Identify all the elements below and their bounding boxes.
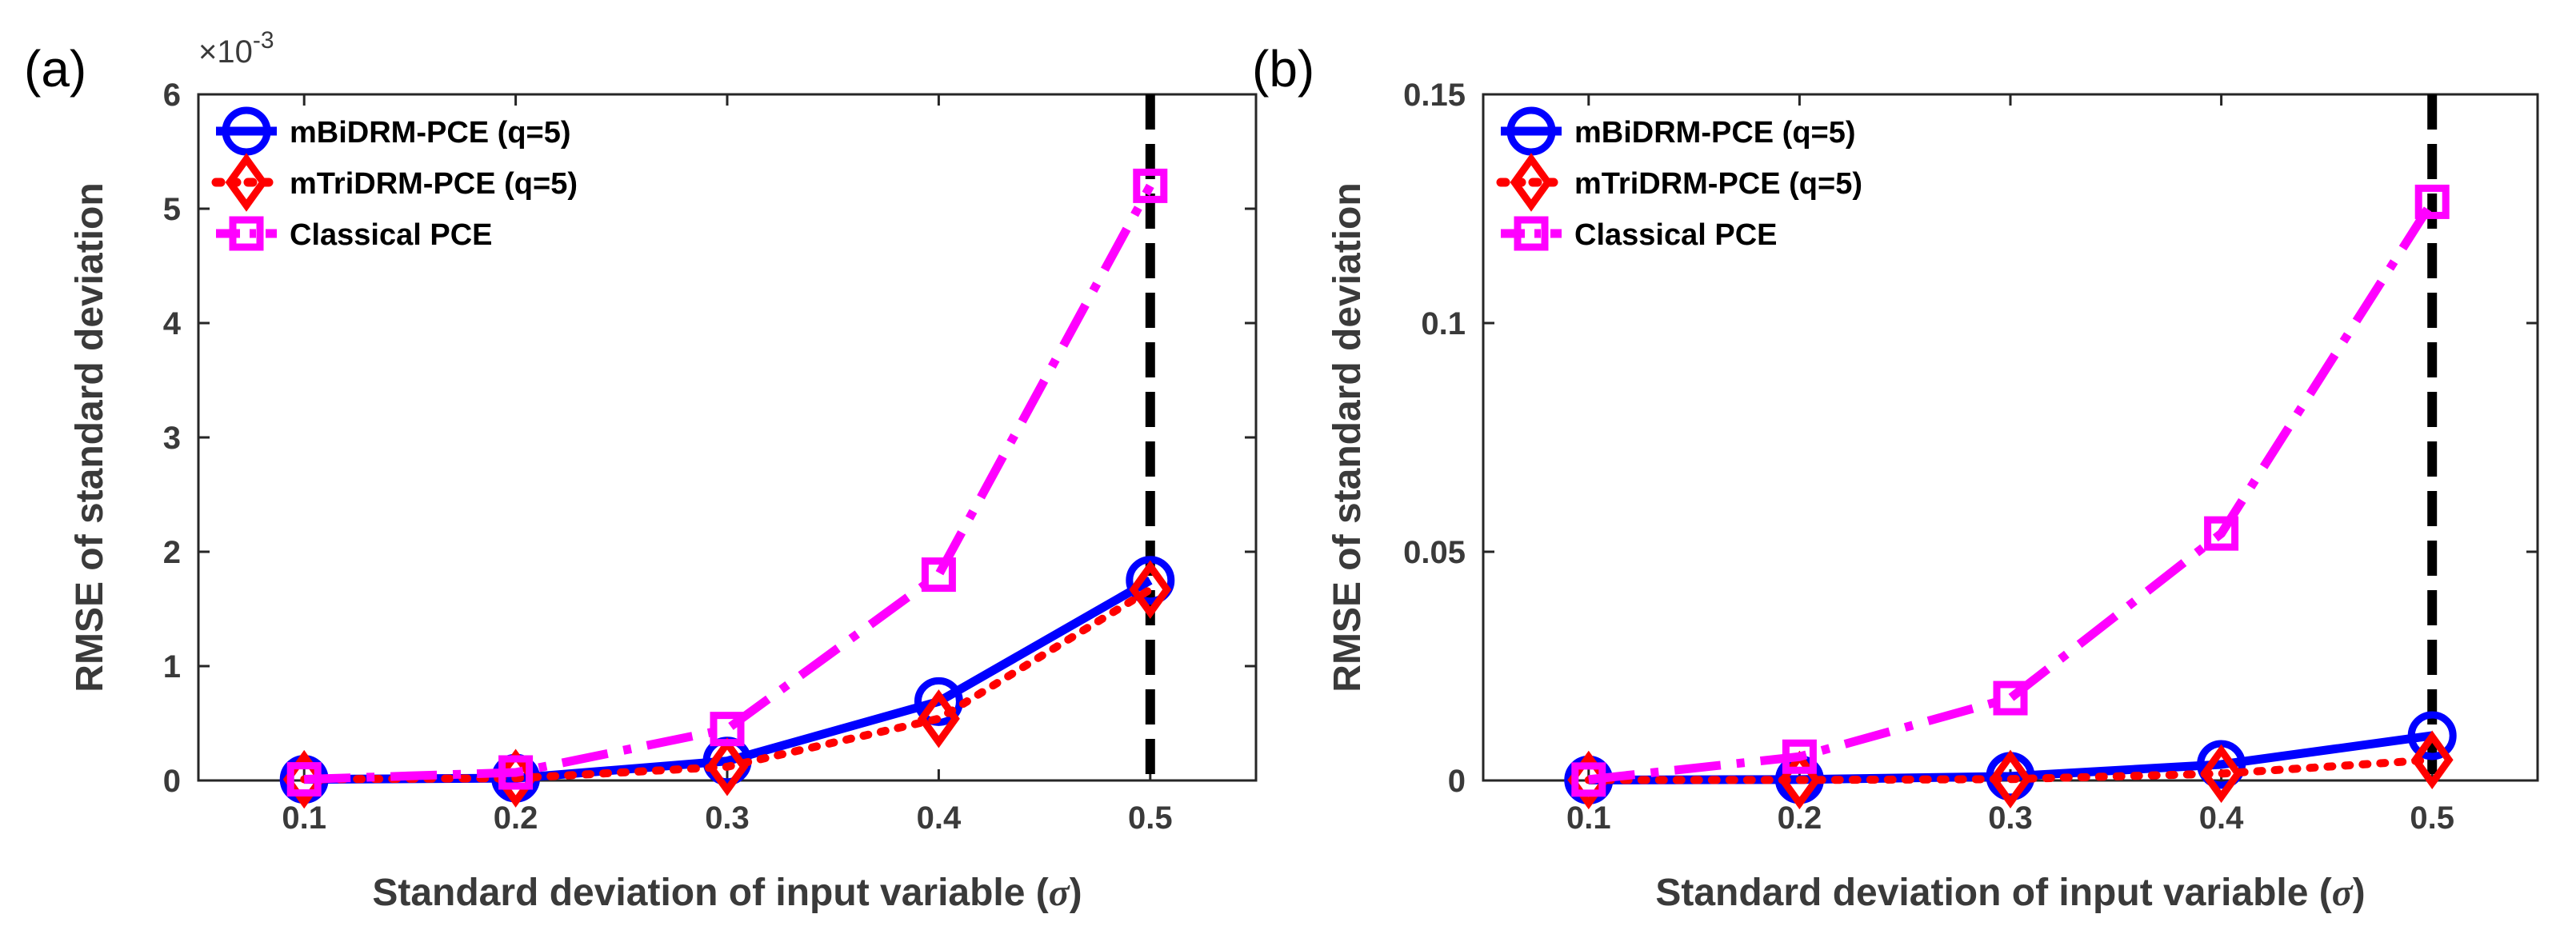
- data-point-diamond-4: [2200, 744, 2243, 804]
- data-point-square-1: [286, 762, 322, 797]
- data-point-circle-5: [1126, 556, 1175, 605]
- data-point-circle-legend: [222, 106, 271, 156]
- data-point-square-legend: [1514, 216, 1549, 251]
- series-line-2: [300, 585, 1154, 784]
- data-point-circle-5: [2407, 711, 2457, 760]
- data-point-circle-4: [2197, 740, 2246, 789]
- data-point-diamond-3: [706, 737, 749, 796]
- data-point-square-4: [921, 557, 956, 593]
- x-tick-label: 0.4: [2199, 800, 2244, 836]
- x-tick-label: 0.4: [917, 800, 962, 836]
- data-point-square-1: [1571, 762, 1606, 797]
- y-tick-label: 3: [163, 421, 181, 456]
- y-tick-label: 0.1: [1421, 306, 1466, 341]
- legend-label-1: mBiDRM-PCE (q=5): [290, 116, 571, 150]
- y-axis-title: RMSE of standard deviation: [1326, 182, 1369, 692]
- y-axis-title: RMSE of standard deviation: [69, 182, 111, 692]
- y-tick-label: 0: [163, 764, 181, 799]
- y-tick-label: 6: [163, 78, 181, 113]
- data-point-diamond-4: [917, 689, 960, 748]
- data-point-square-3: [1993, 681, 2028, 716]
- data-point-circle-legend: [1506, 106, 1556, 156]
- y-tick-label: 4: [163, 306, 182, 341]
- x-axis-title: Standard deviation of input variable (σ): [1655, 872, 2365, 914]
- data-point-square-2: [498, 755, 534, 790]
- y-tick-label: 1: [163, 649, 181, 685]
- legend-label-2: mTriDRM-PCE (q=5): [290, 167, 578, 201]
- legend-label-3: Classical PCE: [290, 218, 492, 252]
- y-tick-label: 0.05: [1403, 535, 1466, 570]
- data-point-diamond-5: [1129, 560, 1172, 619]
- y-exponent-label: ×10-3: [198, 27, 274, 70]
- y-tick-label: 5: [163, 192, 181, 227]
- legend-label-2: mTriDRM-PCE (q=5): [1574, 167, 1862, 201]
- panel-label: (b): [1252, 40, 1314, 98]
- data-point-diamond-legend: [225, 153, 268, 212]
- x-tick-label: 0.3: [705, 800, 750, 836]
- data-point-diamond-5: [2410, 730, 2454, 789]
- legend-label-1: mBiDRM-PCE (q=5): [1574, 116, 1856, 150]
- data-point-square-5: [1133, 168, 1168, 203]
- x-tick-label: 0.5: [1128, 800, 1173, 836]
- data-point-square-5: [2414, 184, 2450, 219]
- x-tick-label: 0.5: [2410, 800, 2454, 836]
- series-line-2: [1584, 756, 2437, 784]
- panel-label: (a): [24, 40, 86, 98]
- data-point-diamond-legend: [1510, 153, 1553, 212]
- x-axis-title: Standard deviation of input variable (σ): [372, 872, 1082, 914]
- y-tick-label: 0.15: [1403, 78, 1466, 113]
- y-tick-label: 0: [1448, 764, 1466, 799]
- series-line-3: [304, 183, 1154, 784]
- legend-label-3: Classical PCE: [1574, 218, 1777, 252]
- data-point-square-legend: [229, 216, 264, 251]
- series-line-3: [1588, 199, 2436, 784]
- data-point-square-3: [710, 712, 745, 747]
- data-point-diamond-3: [1989, 749, 2032, 808]
- data-point-square-2: [1782, 739, 1817, 774]
- y-tick-label: 2: [163, 535, 181, 570]
- data-point-square-4: [2204, 516, 2239, 551]
